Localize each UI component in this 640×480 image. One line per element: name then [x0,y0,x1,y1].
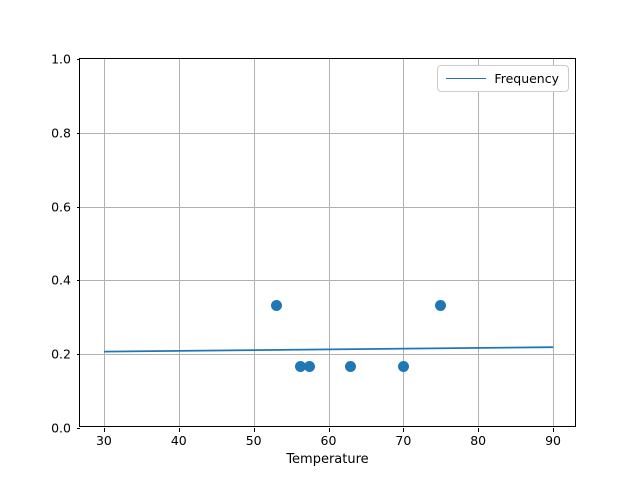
plot-area: 30 40 50 60 70 80 90 0.0 0.2 0.4 0.6 0.8 1.0 Frequen… [51,52,576,448]
x-tick-label: 90 [545,433,561,448]
y-tick-label: 1.0 [51,51,71,67]
y-tick [76,132,80,134]
x-tick [478,428,480,432]
frequency-line [103,346,554,353]
x-tick-label: 50 [245,433,262,448]
gridline-vertical [328,59,330,426]
x-tick-label: 60 [320,433,337,448]
gridline-vertical [178,59,180,426]
x-axis-label: Temperature [286,452,369,467]
legend-label-frequency: Frequency [494,71,559,86]
x-tick [253,428,255,432]
y-tick [76,280,80,282]
y-tick-label: 0.8 [51,125,71,141]
gridline-horizontal [80,280,575,282]
gridline-vertical [478,59,480,426]
y-tick [76,354,80,356]
y-tick-label: 0.4 [51,272,71,288]
scatter-point [295,360,307,372]
gridline-horizontal [80,206,575,208]
y-tick-label: 0.2 [51,346,71,362]
y-tick [76,206,80,208]
y-tick [76,59,80,60]
x-tick [328,428,330,432]
legend-line-swatch [446,78,487,79]
gridline-vertical [553,59,555,426]
x-tick-label: 40 [170,433,187,448]
scatter-point [303,360,315,372]
x-tick-label: 80 [470,433,487,448]
scatter-point [435,299,447,311]
chart-legend[interactable]: Frequency [437,65,569,92]
gridline-horizontal [80,132,575,134]
scatter-point [270,299,282,311]
x-tick-label: 70 [395,433,412,448]
y-tick-label: 0.0 [51,420,71,436]
gridline-vertical [403,59,405,426]
scatter-point [397,360,409,372]
x-tick-label: 30 [95,433,112,448]
gridline-vertical [103,59,105,426]
y-tick-label: 0.6 [51,199,71,215]
x-tick [103,428,105,432]
x-tick [403,428,405,432]
y-tick [76,428,80,429]
x-tick [178,428,180,432]
scatter-point [345,360,357,372]
x-tick [553,428,555,432]
gridline-vertical [253,59,255,426]
gridline-horizontal [80,354,575,356]
